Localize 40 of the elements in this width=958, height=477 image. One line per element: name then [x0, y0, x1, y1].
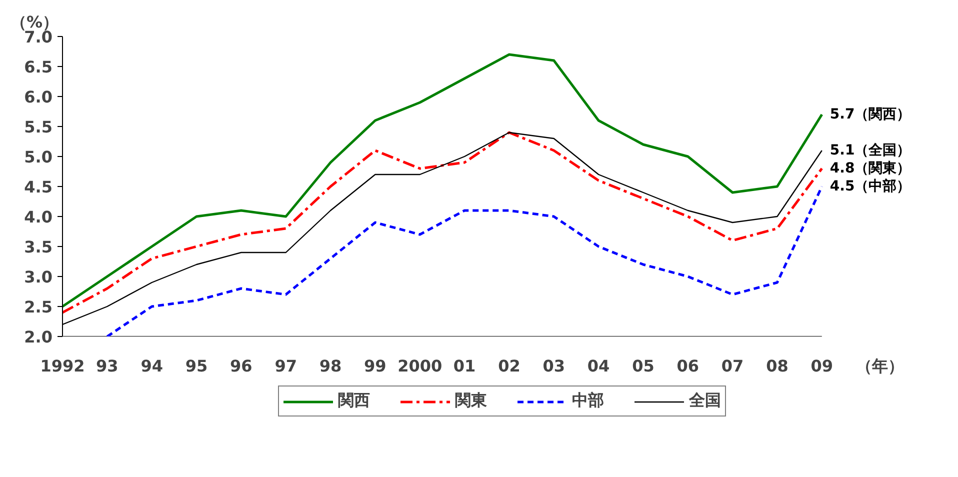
x-tick-label: 99 — [364, 356, 386, 376]
y-tick-label: 6.5 — [24, 58, 52, 76]
y-tick-label: 5.0 — [24, 148, 52, 166]
annotation: 5.7（関西） — [830, 106, 911, 122]
legend-label: 全国 — [689, 390, 721, 412]
y-tick-label: 3.0 — [24, 268, 52, 286]
annotation: 5.1（全国） — [830, 142, 911, 158]
x-tick-label: 96 — [230, 356, 252, 376]
x-tick-label: 09 — [810, 356, 834, 376]
line-series — [106, 185, 824, 336]
x-tick-label: 2000 — [398, 356, 442, 376]
y-tick-label: 2.0 — [24, 328, 52, 346]
x-tick-label: 1992 — [40, 356, 85, 376]
x-tick-label: 97 — [274, 356, 297, 376]
y-tick-label: 4.5 — [24, 178, 52, 196]
x-tick-label: 04 — [587, 356, 610, 376]
y-axis-title: （%） — [10, 12, 59, 32]
x-tick-label: 05 — [632, 356, 654, 376]
y-tick-label: 3.5 — [24, 238, 52, 256]
x-axis-title: （年） — [856, 356, 904, 376]
x-tick-label: 93 — [96, 356, 118, 376]
legend-label: 関東 — [455, 390, 487, 412]
x-tick-label: 02 — [498, 356, 520, 376]
x-tick-label: 08 — [766, 356, 788, 376]
legend-label: 関西 — [338, 390, 370, 412]
x-tick-label: 94 — [140, 356, 163, 376]
line-series — [62, 53, 824, 308]
annotation: 4.8（関東） — [830, 160, 911, 176]
annotation: 4.5（中部） — [830, 178, 911, 194]
y-tick-label: 2.5 — [24, 298, 52, 316]
x-tick-label: 07 — [721, 356, 744, 376]
y-tick-label: 4.0 — [24, 208, 52, 226]
y-tick-label: 6.0 — [24, 88, 52, 106]
y-tick-label: 5.5 — [24, 118, 52, 136]
x-tick-label: 01 — [453, 356, 476, 376]
x-tick-label: 98 — [319, 356, 342, 376]
x-tick-label: 06 — [676, 356, 700, 376]
x-tick-label: 95 — [185, 356, 208, 376]
x-tick-label: 03 — [542, 356, 566, 376]
legend-label: 中部 — [572, 390, 604, 412]
